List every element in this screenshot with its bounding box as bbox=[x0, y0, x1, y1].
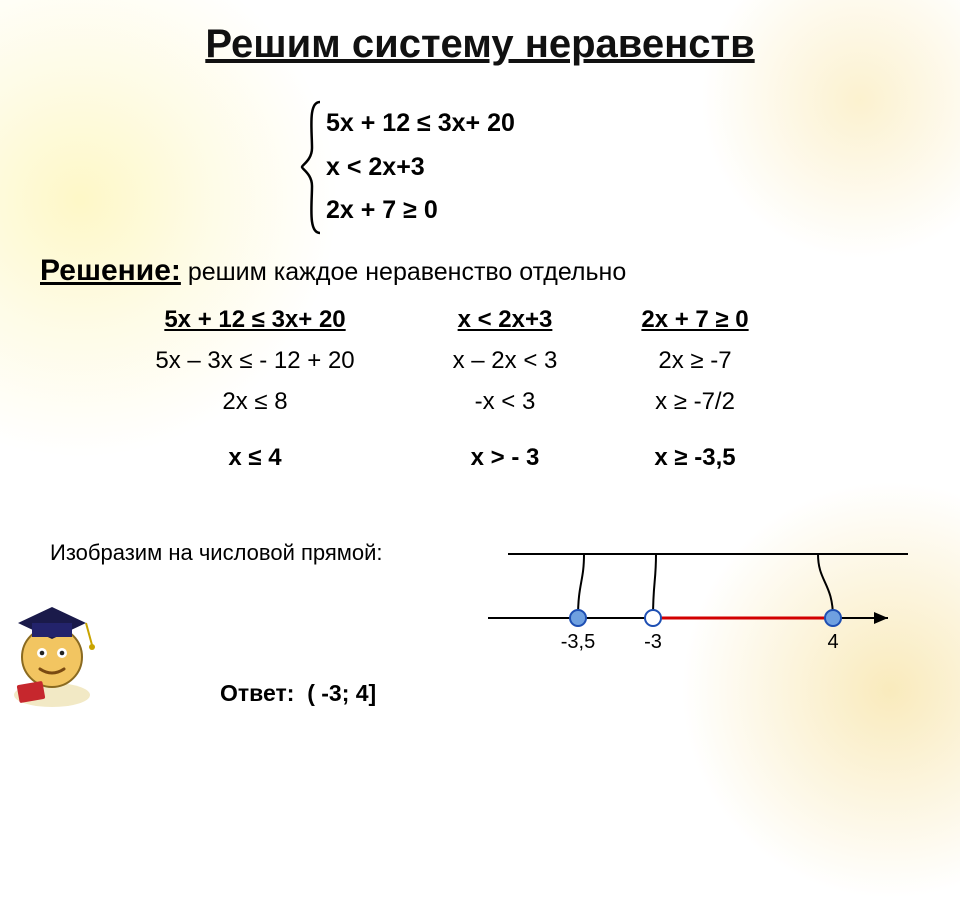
system-line: х < 2х+3 bbox=[326, 146, 515, 190]
col-result: х ≥ -3,5 bbox=[610, 422, 780, 479]
svg-text:-3: -3 bbox=[644, 631, 662, 653]
answer: Ответ: ( -3; 4] bbox=[220, 680, 376, 707]
col-step: 2х ≥ -7 bbox=[610, 341, 780, 382]
col-result: х > - 3 bbox=[420, 422, 590, 479]
inequality-system: 5х + 12 ≤ 3х+ 20 х < 2х+3 2х + 7 ≥ 0 bbox=[300, 100, 515, 235]
col-header: 5х + 12 ≤ 3х+ 20 bbox=[110, 300, 400, 341]
col-result: х ≤ 4 bbox=[110, 422, 400, 479]
slide: Решим систему неравенств 5х + 12 ≤ 3х+ 2… bbox=[0, 0, 960, 720]
col-step: 5х – 3х ≤ - 12 + 20 bbox=[110, 341, 400, 382]
numberline-caption: Изобразим на числовой прямой: bbox=[50, 540, 383, 566]
col-header: х < 2х+3 bbox=[420, 300, 590, 341]
number-line: -3,5 -3 4 bbox=[488, 540, 908, 660]
solution-heading: Решение: решим каждое неравенство отдель… bbox=[40, 254, 626, 288]
page-title: Решим систему неравенств bbox=[0, 0, 960, 67]
svg-text:4: 4 bbox=[827, 631, 838, 653]
solution-lead: Решение: bbox=[40, 254, 181, 287]
col-step: х – 2х < 3 bbox=[420, 341, 590, 382]
svg-text:-3,5: -3,5 bbox=[561, 631, 595, 653]
solution-tail: решим каждое неравенство отдельно bbox=[181, 258, 626, 286]
col-step: х ≥ -7/2 bbox=[610, 382, 780, 423]
answer-value: ( -3; 4] bbox=[307, 680, 376, 706]
working-columns: 5х + 12 ≤ 3х+ 20 5х – 3х ≤ - 12 + 20 2х … bbox=[110, 300, 780, 479]
col-step: -х < 3 bbox=[420, 382, 590, 423]
col-header: 2х + 7 ≥ 0 bbox=[610, 300, 780, 341]
system-line: 2х + 7 ≥ 0 bbox=[326, 189, 515, 233]
brace-icon bbox=[300, 100, 324, 235]
answer-label: Ответ: bbox=[220, 680, 294, 706]
system-line: 5х + 12 ≤ 3х+ 20 bbox=[326, 102, 515, 146]
mascot-icon bbox=[0, 595, 105, 710]
col-step: 2х ≤ 8 bbox=[110, 382, 400, 423]
